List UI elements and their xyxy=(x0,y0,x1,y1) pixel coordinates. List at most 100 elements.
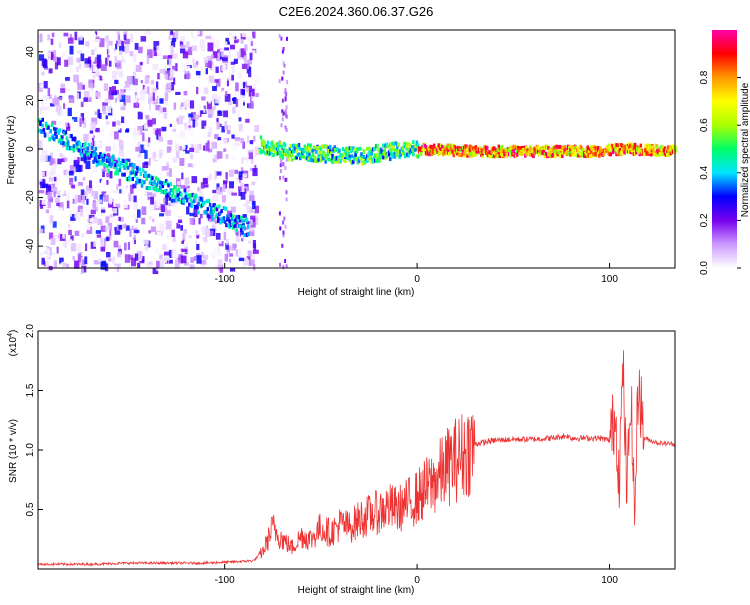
spectrogram-cell xyxy=(240,183,244,192)
colorbar-tick-label: 0.4 xyxy=(699,165,710,179)
spectrogram-cell xyxy=(101,179,107,186)
spectrogram-cell xyxy=(169,168,172,177)
spectrogram-signal-cell xyxy=(452,153,455,158)
spectrogram-signal-cell xyxy=(542,148,546,153)
spectrogram-cell xyxy=(152,92,155,101)
spectrogram-cell xyxy=(133,229,140,234)
spectrogram-cell xyxy=(279,163,282,168)
spectrogram-cell xyxy=(164,92,169,102)
spectrogram-cell xyxy=(202,184,209,188)
spectrogram-signal-cell xyxy=(125,161,129,166)
spectrogram-signal-cell xyxy=(489,154,492,158)
spectrogram-cell xyxy=(236,94,239,100)
spectrogram-signal-cell xyxy=(378,158,382,163)
spectrogram-signal-cell xyxy=(169,182,173,187)
spectrogram-cell xyxy=(281,49,284,54)
spectrogram-signal-cell xyxy=(50,123,54,127)
spectrogram-cell xyxy=(110,140,114,144)
spectrogram-signal-cell xyxy=(556,144,559,149)
spectrogram-cell xyxy=(59,110,64,117)
spectrogram-signal-cell xyxy=(236,217,240,222)
spectrogram-cell xyxy=(46,171,53,177)
spectrogram-cell xyxy=(112,70,117,80)
spectrogram-signal-cell xyxy=(548,148,551,153)
spectrogram-signal-cell xyxy=(215,212,219,217)
spectrogram-cell xyxy=(105,146,111,152)
spectrogram-cell xyxy=(190,159,197,164)
spectrogram-cell xyxy=(248,103,254,109)
spectrogram-cell xyxy=(144,257,149,266)
spectrogram-cell xyxy=(133,201,139,210)
spectrogram-cell xyxy=(215,95,221,104)
spectrogram-cell xyxy=(140,258,145,264)
spectrogram-cell xyxy=(212,86,217,91)
spectrogram-signal-cell xyxy=(323,144,326,149)
spectrogram-cell xyxy=(70,235,74,241)
spectrogram-signal-cell xyxy=(275,141,279,146)
spectrogram-cell xyxy=(217,259,223,268)
spectrogram-cell xyxy=(205,68,208,75)
spectrogram-cell xyxy=(142,228,145,234)
spectrogram-signal-cell xyxy=(639,143,643,148)
spectrogram-signal-cell xyxy=(143,180,146,185)
spectrogram-cell xyxy=(130,230,136,235)
spectrogram-cell xyxy=(285,190,288,195)
spectrogram-cell xyxy=(144,161,149,165)
spectrogram-signal-cell xyxy=(159,180,162,185)
spectrogram-cell xyxy=(67,37,74,44)
spectrogram-signal-cell xyxy=(398,155,401,160)
colorbar-tick-label: 0.0 xyxy=(699,261,710,275)
spectrogram-cell xyxy=(168,249,173,258)
spectrogram-signal-cell xyxy=(171,191,175,195)
spectrogram-signal-cell xyxy=(645,151,648,156)
spectrogram-signal-cell xyxy=(661,151,664,156)
spectrogram-cell xyxy=(115,203,121,208)
spectrogram-cell xyxy=(94,47,97,51)
spectrogram-signal-cell xyxy=(43,133,47,138)
spectrogram-cell xyxy=(100,261,107,270)
spectrogram-cell xyxy=(188,46,193,56)
spectrogram-signal-cell xyxy=(509,145,512,150)
spectrogram-cell xyxy=(181,172,184,180)
spectrogram-signal-cell xyxy=(314,158,317,163)
spectrogram-cell xyxy=(146,200,150,206)
spectrogram-cell xyxy=(58,207,63,212)
spectrogram-cell xyxy=(148,98,152,104)
spectrogram-cell xyxy=(212,51,218,59)
spectrogram-signal-cell xyxy=(130,170,133,175)
spectrogram-cell xyxy=(181,248,188,253)
spectrogram-signal-cell xyxy=(658,149,661,154)
spectrogram-signal-cell xyxy=(339,158,342,163)
spectrogram-cell xyxy=(44,153,48,162)
spectrogram-cell xyxy=(81,84,85,90)
spectrogram-cell xyxy=(193,36,197,41)
spectrogram-signal-cell xyxy=(140,183,144,188)
spectrogram-cell xyxy=(207,140,210,145)
spectrogram-cell xyxy=(61,186,65,195)
spectrogram-cell xyxy=(158,144,162,153)
spectrogram-cell xyxy=(191,176,198,184)
spectrogram-cell xyxy=(202,254,209,260)
spectrogram-cell xyxy=(199,187,203,196)
spectrogram-signal-cell xyxy=(360,152,363,157)
spectrogram-cell xyxy=(88,175,91,184)
spectrogram-cell xyxy=(198,110,202,117)
spectrogram-cell xyxy=(129,238,135,245)
spectrogram-signal-cell xyxy=(166,181,169,186)
spectrogram-cell xyxy=(66,200,70,209)
spectrogram-cell xyxy=(200,182,205,189)
spectrogram-cell xyxy=(150,96,154,101)
spectrogram-cell xyxy=(221,65,227,72)
spectrogram-cell xyxy=(135,64,142,72)
spectrogram-signal-cell xyxy=(83,143,86,148)
spectrogram-cell xyxy=(231,65,235,73)
spectrogram-cell xyxy=(116,120,121,126)
spectrogram-signal-cell xyxy=(580,153,584,158)
spectrogram-cell xyxy=(203,87,209,94)
spectrogram-cell xyxy=(53,56,59,62)
spectrogram-cell xyxy=(41,149,48,154)
spectrogram-signal-cell xyxy=(289,144,293,148)
spectrogram-signal-cell xyxy=(350,154,354,159)
spectrogram-signal-cell xyxy=(353,148,356,153)
spectrogram-cell xyxy=(241,33,246,37)
